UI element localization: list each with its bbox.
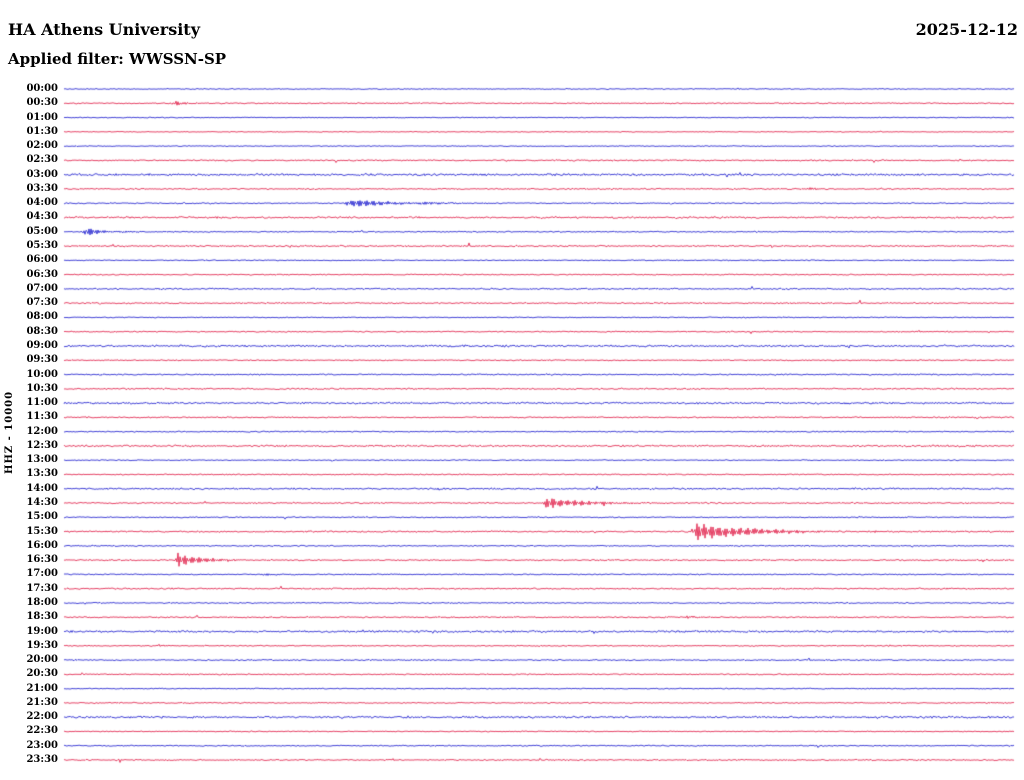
seismogram-traces xyxy=(0,0,1024,780)
helicorder-page: HA Athens University 2025-12-12 Applied … xyxy=(0,0,1024,780)
